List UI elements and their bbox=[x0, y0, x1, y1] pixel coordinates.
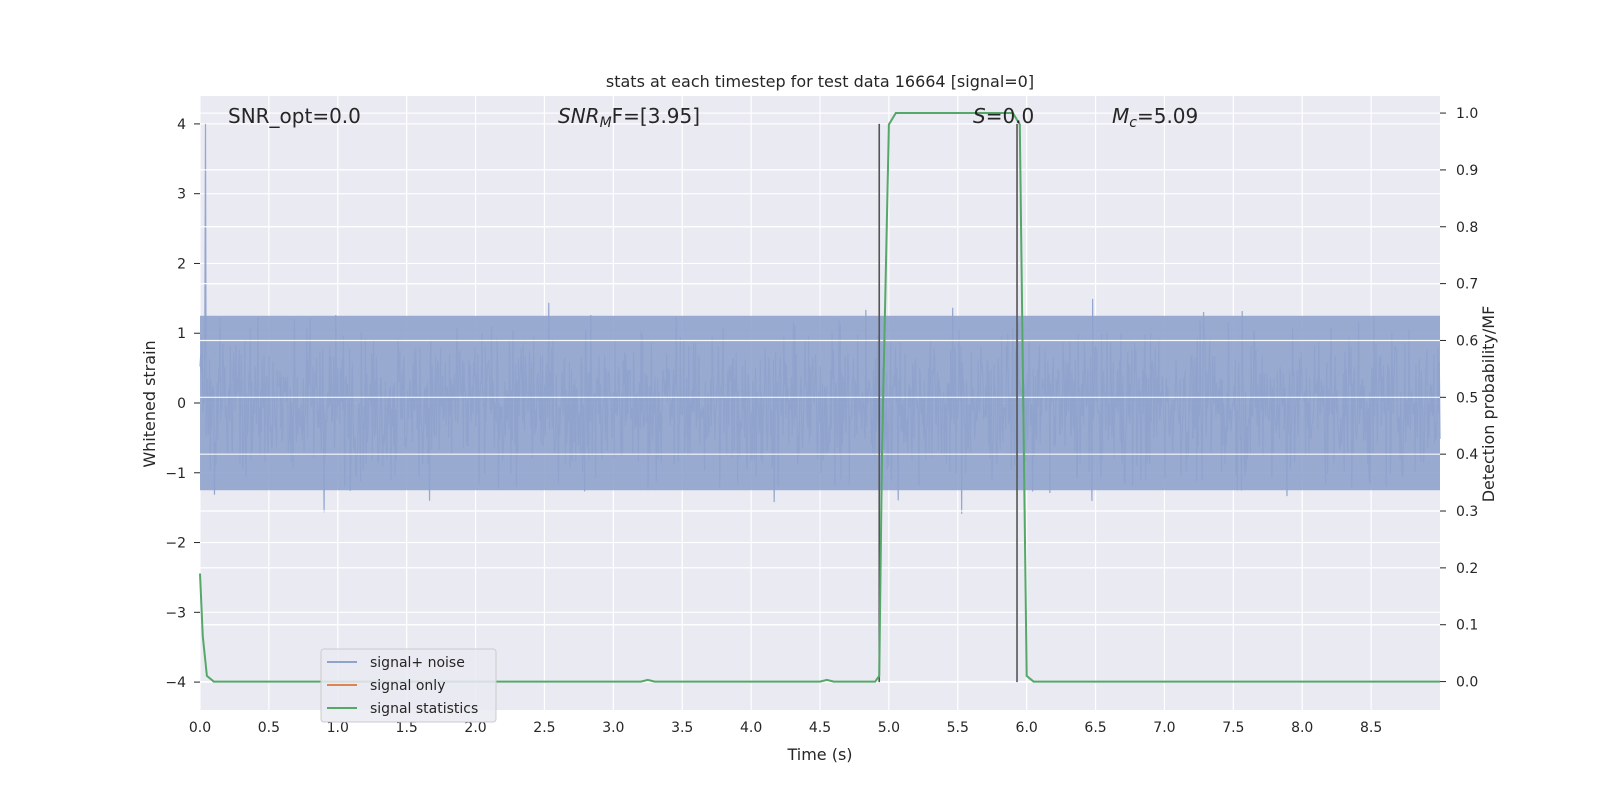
y-tick-label: 4 bbox=[177, 117, 186, 133]
y-tick-label: −4 bbox=[165, 675, 186, 691]
y-right-tick-label: 0.1 bbox=[1456, 618, 1478, 634]
y-right-axis-label: Detection probability/MF bbox=[1479, 306, 1498, 503]
y-tick-label: 1 bbox=[177, 326, 186, 342]
y-right-tick-labels: 1.0 0.9 0.8 0.7 0.6 0.5 0.4 0.3 0.2 0.1 0.0 bbox=[1440, 106, 1478, 691]
legend-label-signal-noise: signal+ noise bbox=[370, 655, 465, 671]
y-right-tick-label: 1.0 bbox=[1456, 106, 1478, 122]
y-tick-label: 0 bbox=[177, 396, 186, 412]
y-tick-label: −2 bbox=[165, 536, 186, 552]
s-tail: =0.0 bbox=[986, 104, 1035, 128]
x-tick-label: 1.5 bbox=[396, 720, 418, 736]
x-tick-label: 3.5 bbox=[671, 720, 693, 736]
x-tick-label: 3.0 bbox=[602, 720, 624, 736]
mc-sub: c bbox=[1129, 115, 1137, 131]
legend-label-signal-only: signal only bbox=[370, 678, 445, 694]
legend: signal+ noise signal only signal statist… bbox=[320, 648, 497, 723]
y-tick-label: 3 bbox=[177, 187, 186, 203]
x-tick-labels: 0.0 0.5 1.0 1.5 2.0 2.5 3.0 3.5 4.0 4.5 5.0 5.5 6.0 6… bbox=[189, 720, 1382, 736]
x-tick-label: 2.0 bbox=[464, 720, 486, 736]
y-right-tick-label: 0.2 bbox=[1456, 561, 1478, 577]
y-right-tick-label: 0.5 bbox=[1456, 390, 1478, 406]
x-tick-label: 4.0 bbox=[740, 720, 762, 736]
x-tick-label: 0.0 bbox=[189, 720, 211, 736]
chart-title: stats at each timestep for test data 166… bbox=[606, 72, 1034, 91]
x-tick-label: 0.5 bbox=[258, 720, 280, 736]
y-tick-labels: 4 3 2 1 0 −1 −2 −3 −4 bbox=[165, 117, 200, 691]
y-right-tick-label: 0.4 bbox=[1456, 447, 1478, 463]
vertical-markers bbox=[878, 123, 1018, 683]
legend-label-signal-statistics: signal statistics bbox=[370, 701, 478, 717]
y-right-tick-label: 0.9 bbox=[1456, 163, 1478, 179]
y-tick-label: −1 bbox=[165, 466, 186, 482]
legend-box bbox=[320, 648, 497, 723]
y-tick-label: −3 bbox=[165, 605, 186, 621]
y-right-tick-label: 0.3 bbox=[1456, 504, 1478, 520]
x-tick-label: 1.0 bbox=[327, 720, 349, 736]
x-tick-label: 8.5 bbox=[1360, 720, 1382, 736]
x-tick-label: 7.5 bbox=[1222, 720, 1244, 736]
annotation-s: S=0.0 bbox=[973, 104, 1034, 128]
x-tick-label: 5.0 bbox=[878, 720, 900, 736]
y-right-tick-label: 0.0 bbox=[1456, 675, 1478, 691]
x-tick-label: 2.5 bbox=[533, 720, 555, 736]
snr-mf-sub: M bbox=[600, 115, 612, 131]
signal-noise-core bbox=[200, 315, 1440, 491]
y-right-tick-label: 0.8 bbox=[1456, 220, 1478, 236]
x-tick-label: 7.0 bbox=[1153, 720, 1175, 736]
y-right-tick-label: 0.7 bbox=[1456, 277, 1478, 293]
y-tick-label: 2 bbox=[177, 256, 186, 272]
mc-tail: =5.09 bbox=[1137, 104, 1198, 128]
annotation-mc: Mc=5.09 bbox=[1112, 104, 1198, 131]
x-tick-label: 8.0 bbox=[1291, 720, 1313, 736]
x-tick-label: 6.0 bbox=[1016, 720, 1038, 736]
annotation-snr-opt: SNR_opt=0.0 bbox=[228, 104, 361, 128]
x-axis-label: Time (s) bbox=[786, 745, 852, 764]
x-tick-label: 6.5 bbox=[1084, 720, 1106, 736]
x-tick-label: 5.5 bbox=[947, 720, 969, 736]
signal-noise-series bbox=[199, 123, 1441, 514]
s-main: S bbox=[973, 104, 986, 128]
x-tick-label: 4.5 bbox=[809, 720, 831, 736]
annotation-snr-mf: SNRMF=[3.95] bbox=[558, 104, 700, 131]
y-axis-label: Whitened strain bbox=[140, 340, 159, 467]
mc-main: M bbox=[1112, 104, 1129, 128]
y-right-tick-label: 0.6 bbox=[1456, 333, 1478, 349]
snr-mf-main: SNR bbox=[558, 104, 600, 128]
snr-mf-tail: F=[3.95] bbox=[612, 104, 700, 128]
